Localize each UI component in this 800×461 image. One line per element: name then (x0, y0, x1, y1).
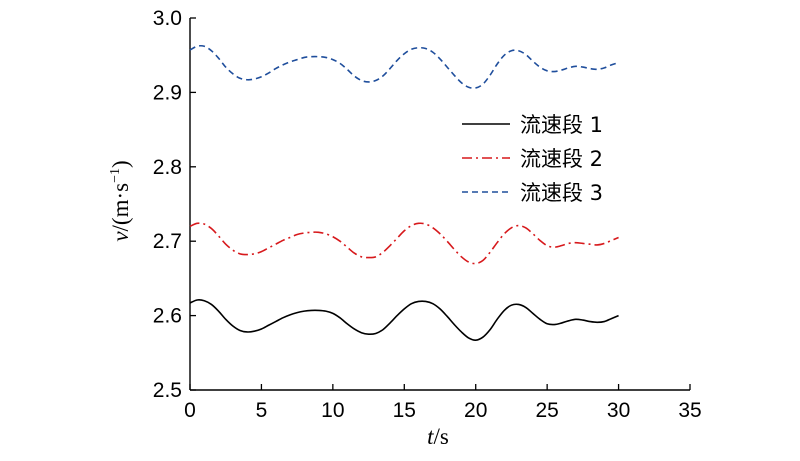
y-axis-variable: v (108, 231, 133, 242)
x-tick-label: 30 (607, 399, 630, 422)
x-tick-label: 20 (464, 399, 487, 422)
x-tick-label: 25 (535, 399, 558, 422)
y-axis-unit-close: ) (108, 160, 133, 168)
legend-label-3: 流速段 3 (520, 181, 603, 205)
series-line-2 (189, 222, 619, 265)
x-axis-unit: /s (434, 424, 449, 449)
y-axis-ticks: 2.5 2.6 2.7 2.8 2.9 3.0 (153, 7, 196, 402)
x-axis-ticks: 0 5 10 15 20 25 30 35 (184, 384, 702, 422)
y-tick-label: 3.0 (153, 7, 182, 30)
series-line-3 (189, 44, 619, 89)
y-axis-unit-exponent: −1 (108, 168, 123, 183)
y-axis-unit: /(m·s (108, 183, 133, 232)
y-tick-label: 2.7 (153, 230, 182, 253)
y-tick-label: 2.9 (153, 81, 182, 104)
x-tick-label: 15 (393, 399, 416, 422)
y-tick-label: 2.5 (153, 379, 182, 402)
x-tick-label: 10 (321, 399, 344, 422)
y-tick-label: 2.6 (153, 305, 182, 328)
legend-label-1: 流速段 1 (520, 113, 603, 137)
plot-axes (189, 18, 690, 391)
x-tick-label: 5 (256, 399, 268, 422)
x-tick-label: 35 (678, 399, 701, 422)
x-axis-label: t/s (427, 424, 449, 449)
x-axis-variable: t (427, 424, 434, 449)
y-tick-label: 2.8 (153, 156, 182, 179)
legend: 流速段 1 流速段 2 流速段 3 (462, 113, 603, 205)
y-axis-label: v/(m·s−1) (108, 160, 133, 241)
series-line-1 (189, 299, 619, 341)
series-lines (189, 44, 619, 341)
x-tick-label: 0 (184, 399, 196, 422)
legend-label-2: 流速段 2 (520, 147, 603, 171)
